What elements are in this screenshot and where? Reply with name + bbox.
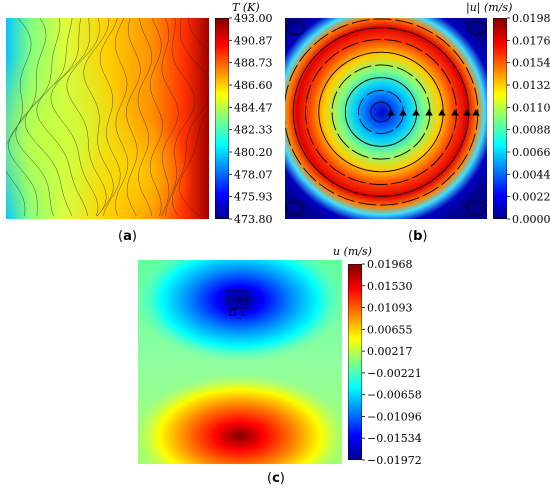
velocity-magnitude-plot <box>285 18 487 219</box>
u-velocity-plot <box>138 260 342 464</box>
colorbar-tick-label: 0.01530 <box>367 280 413 293</box>
corner-eddy-streamline <box>467 200 487 216</box>
temperature-isotherms <box>6 18 209 217</box>
isotherm-line <box>6 18 32 217</box>
streamline-arrow <box>387 109 395 116</box>
colorbar-tick-label: 0.0044 <box>512 168 550 181</box>
streamline <box>285 18 479 206</box>
colorbar-tick-label: 482.33 <box>234 124 273 137</box>
colorbar-tick-label: 0.0176 <box>512 34 550 47</box>
colorbar-tick-label: 0.0110 <box>512 101 550 114</box>
negative-u-region <box>138 260 342 362</box>
colorbar-tick-label: 0.00217 <box>367 345 413 358</box>
colorbar-tick-label: 480.20 <box>234 146 273 159</box>
streamline-arrow <box>412 109 420 116</box>
temperature-field-plot <box>6 18 209 219</box>
colorbar-tick-label: 486.60 <box>234 79 273 92</box>
isotherm-line <box>179 18 209 217</box>
isotherm-line <box>36 18 89 217</box>
control-region-label: Ω_c <box>229 309 247 319</box>
streamline-arrow <box>472 109 480 116</box>
colorbar-tick-label: −0.00658 <box>367 389 422 402</box>
isotherm-line <box>114 18 129 217</box>
streamlines <box>285 18 487 216</box>
colorbar-tick-label: 0.0000 <box>512 213 550 226</box>
colorbar-tick-label: 0.0154 <box>512 57 550 70</box>
panel-label-a: (a) <box>118 229 137 244</box>
corner-eddy-streamline <box>285 200 305 216</box>
colorbar-tick-label: 473.80 <box>234 213 273 226</box>
corner-eddy-streamline <box>285 20 305 36</box>
isotherm-line <box>149 18 163 217</box>
colorbar-tick-label: −0.01972 <box>367 454 422 467</box>
colorbar-tick-label: 0.0198 <box>512 12 550 25</box>
streamline-arrow <box>438 109 446 116</box>
u-velocity-colorbar-title: u (m/s) <box>333 245 372 258</box>
panel-label-b: (b) <box>408 229 428 244</box>
corner-eddy-streamline <box>467 20 487 36</box>
velocity-magnitude-colorbar-title: |u| (m/s) <box>466 1 513 14</box>
temperature-colorbar-title: T (K) <box>232 1 260 14</box>
velocity-magnitude-colorbar <box>493 18 507 219</box>
colorbar-tick-label: −0.01096 <box>367 410 422 423</box>
velocity-magnitude-field <box>285 18 487 219</box>
colorbar-tick-label: −0.01534 <box>367 432 422 445</box>
isotherm-line <box>8 18 47 217</box>
isotherm-line <box>126 18 141 217</box>
u-velocity-colorbar-ticks: 0.01968 0.01530 0.01093 0.00655 0.00217 −0.00… <box>362 258 422 467</box>
colorbar-tick-label: 0.0088 <box>512 124 550 137</box>
colorbar-tick-label: 484.47 <box>234 101 273 114</box>
isotherm-line <box>24 18 73 217</box>
isotherm-line <box>161 18 179 217</box>
positive-u-region <box>138 374 342 464</box>
isotherm-line <box>172 18 209 217</box>
colorbar-tick-label: 0.0022 <box>512 191 550 204</box>
colorbar-tick-label: 490.87 <box>234 34 273 47</box>
velocity-magnitude-colorbar-ticks: 0.0198 0.0176 0.0154 0.0132 0.0110 0.0088 0.00… <box>507 12 550 226</box>
streamline-arrow <box>463 109 471 116</box>
panel-label-c: (c) <box>267 471 285 486</box>
isotherm-line <box>99 18 121 217</box>
colorbar-tick-label: 0.00655 <box>367 323 413 336</box>
isotherm-line <box>83 18 114 217</box>
colorbar-tick-label: 0.01093 <box>367 302 413 315</box>
streamline-arrow <box>425 109 433 116</box>
isotherm-line <box>50 18 99 217</box>
control-region-box <box>227 290 248 309</box>
colorbar-tick-label: −0.00221 <box>367 367 422 380</box>
temperature-colorbar-ticks: 493.00 490.87 488.73 486.60 484.47 482.33 480.… <box>229 12 273 226</box>
isotherm-line <box>15 18 61 217</box>
streamline-arrow <box>451 109 459 116</box>
isotherm-line <box>137 18 153 217</box>
colorbar-tick-label: 0.01968 <box>367 258 413 271</box>
colorbar-tick-label: 488.73 <box>234 57 273 70</box>
temperature-colorbar <box>215 18 229 219</box>
colorbar-tick-label: 475.93 <box>234 191 273 204</box>
isotherm-line <box>165 18 196 217</box>
colorbar-tick-label: 0.0066 <box>512 146 550 159</box>
streamline-arrow <box>399 109 407 116</box>
u-velocity-colorbar <box>348 264 362 460</box>
isotherm-line <box>66 18 107 217</box>
colorbar-tick-label: 0.0132 <box>512 79 550 92</box>
colorbar-tick-label: 493.00 <box>234 12 273 25</box>
colorbar-tick-label: 478.07 <box>234 168 273 181</box>
